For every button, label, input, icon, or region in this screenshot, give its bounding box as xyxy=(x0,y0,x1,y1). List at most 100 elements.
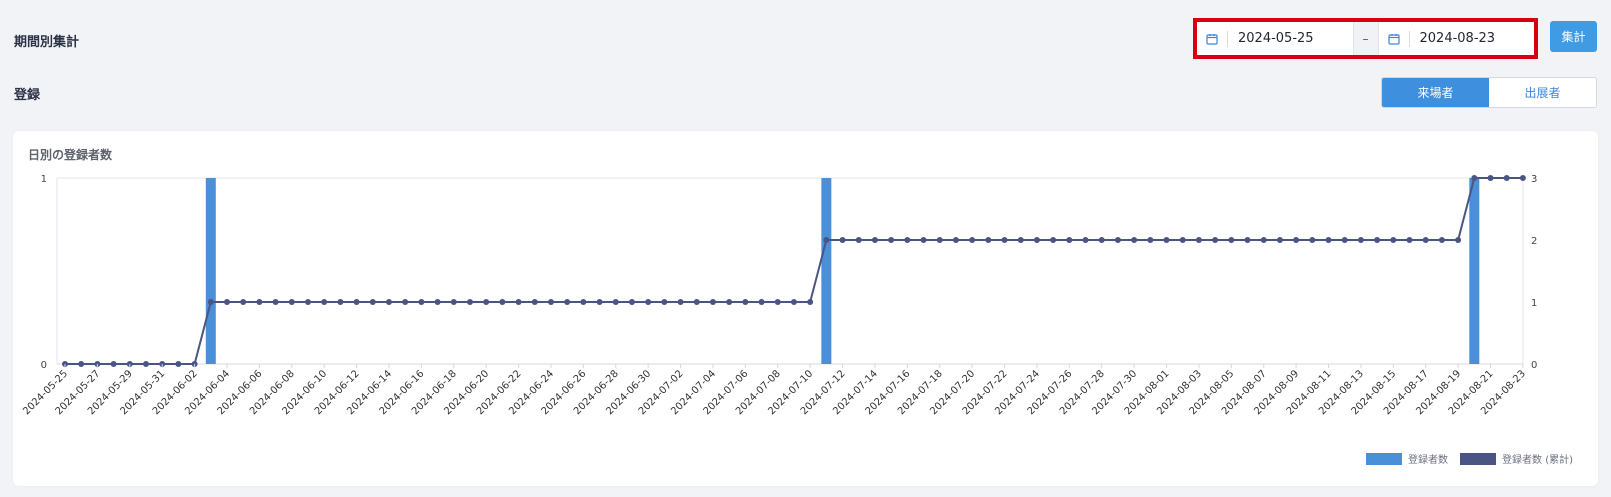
cumulative-point xyxy=(175,361,182,367)
y-right-tick-label: 0 xyxy=(1531,360,1537,371)
cumulative-point xyxy=(1309,237,1316,243)
cumulative-point xyxy=(823,237,830,243)
cumulative-point xyxy=(1422,237,1429,243)
cumulative-point xyxy=(1066,237,1073,243)
y-right-tick-label: 1 xyxy=(1531,298,1537,309)
cumulative-point xyxy=(726,299,733,305)
legend-item-cumulative[interactable]: 登録者数 (累計) xyxy=(1460,451,1573,466)
chart-title: 日別の登録者数 xyxy=(28,148,113,162)
cumulative-point xyxy=(515,299,522,305)
cumulative-point xyxy=(1147,237,1154,243)
registrant-type-toggle[interactable]: 来場者 出展者 xyxy=(1381,77,1597,108)
cumulative-point xyxy=(272,299,279,305)
cumulative-point xyxy=(110,361,117,367)
cumulative-point xyxy=(1050,237,1057,243)
cumulative-point xyxy=(661,299,668,305)
cumulative-point xyxy=(564,299,571,305)
cumulative-point xyxy=(1244,237,1251,243)
cumulative-point xyxy=(1179,237,1186,243)
legend-swatch-bar xyxy=(1366,452,1403,465)
tab-visitors[interactable]: 来場者 xyxy=(1382,78,1489,107)
cumulative-point xyxy=(434,299,441,305)
cumulative-point xyxy=(936,237,943,243)
cumulative-point xyxy=(547,299,554,305)
y-left-tick-label: 1 xyxy=(41,174,47,185)
cumulative-point xyxy=(353,299,360,305)
cumulative-point xyxy=(1406,237,1413,243)
cumulative-point xyxy=(1163,237,1170,243)
cumulative-point xyxy=(855,237,862,243)
legend-label-cumulative: 登録者数 (累計) xyxy=(1502,455,1573,466)
cumulative-point xyxy=(288,299,295,305)
cumulative-point xyxy=(628,299,635,305)
cumulative-point xyxy=(418,299,425,305)
calendar-icon[interactable] xyxy=(1379,22,1409,55)
cumulative-point xyxy=(78,361,85,367)
cumulative-point xyxy=(1438,237,1445,243)
cumulative-point xyxy=(1114,237,1121,243)
legend-label-daily: 登録者数 xyxy=(1408,455,1449,466)
date-range-separator: – xyxy=(1352,22,1379,55)
end-date-input[interactable]: 2024-08-23 xyxy=(1419,31,1496,46)
date-range-picker[interactable]: 2024-05-25 – 2024-08-23 xyxy=(1197,22,1534,55)
divider xyxy=(1408,30,1410,47)
cumulative-point xyxy=(1293,237,1300,243)
cumulative-point xyxy=(499,299,506,305)
cumulative-point xyxy=(693,299,700,305)
cumulative-point xyxy=(677,299,684,305)
bar xyxy=(205,178,216,364)
cumulative-point xyxy=(1082,237,1089,243)
bar xyxy=(821,178,832,364)
cumulative-point xyxy=(1455,237,1462,243)
cumulative-point xyxy=(758,299,765,305)
cumulative-point xyxy=(807,299,814,305)
cumulative-point xyxy=(483,299,490,305)
y-right-tick-label: 3 xyxy=(1531,174,1537,185)
cumulative-point xyxy=(1033,237,1040,243)
cumulative-point xyxy=(337,299,344,305)
tab-exhibitors[interactable]: 出展者 xyxy=(1489,78,1596,107)
divider xyxy=(1227,30,1228,47)
cumulative-point xyxy=(1260,237,1267,243)
cumulative-point xyxy=(774,299,781,305)
cumulative-point xyxy=(888,237,895,243)
cumulative-point xyxy=(321,299,328,305)
cumulative-point xyxy=(1357,237,1364,243)
cumulative-point xyxy=(385,299,392,305)
cumulative-point xyxy=(985,237,992,243)
cumulative-point xyxy=(1503,175,1510,181)
cumulative-point xyxy=(1195,237,1202,243)
cumulative-point xyxy=(580,299,587,305)
legend-item-daily[interactable]: 登録者数 xyxy=(1366,451,1448,466)
cumulative-point xyxy=(920,237,927,243)
cumulative-point xyxy=(1471,175,1478,181)
page-title: 期間別集計 xyxy=(14,35,80,50)
cumulative-point xyxy=(402,299,409,305)
start-date-input[interactable]: 2024-05-25 xyxy=(1238,31,1314,46)
cumulative-point xyxy=(952,237,959,243)
cumulative-point xyxy=(450,299,457,305)
calendar-icon[interactable] xyxy=(1197,22,1227,55)
section-title: 登録 xyxy=(14,88,41,103)
chart-legend: 登録者数 登録者数 (累計) xyxy=(1366,451,1573,466)
cumulative-point xyxy=(466,299,473,305)
cumulative-point xyxy=(240,299,247,305)
cumulative-point xyxy=(645,299,652,305)
y-left-tick-label: 0 xyxy=(41,360,47,371)
cumulative-point xyxy=(1017,237,1024,243)
y-right-tick-label: 2 xyxy=(1531,236,1537,247)
cumulative-point xyxy=(1374,237,1381,243)
cumulative-point xyxy=(1325,237,1332,243)
cumulative-point xyxy=(1341,237,1348,243)
cumulative-point xyxy=(839,237,846,243)
cumulative-point xyxy=(304,299,311,305)
cumulative-point xyxy=(142,361,149,367)
cumulative-point xyxy=(531,299,538,305)
cumulative-point xyxy=(207,299,214,305)
cumulative-point xyxy=(1390,237,1397,243)
cumulative-point xyxy=(369,299,376,305)
cumulative-point xyxy=(256,299,263,305)
calculate-button[interactable]: 集計 xyxy=(1550,21,1597,52)
cumulative-point xyxy=(596,299,603,305)
